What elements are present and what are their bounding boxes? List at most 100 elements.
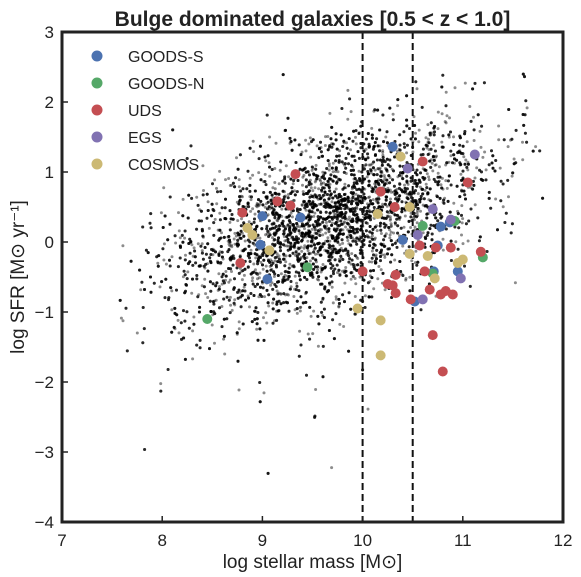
background-galaxy-point [275,300,279,304]
background-galaxy-point [192,322,196,326]
background-galaxy-point [316,208,320,212]
background-galaxy-point [335,215,339,219]
background-galaxy-point [338,249,342,253]
background-galaxy-point [461,242,465,246]
background-galaxy-point [290,215,294,219]
background-galaxy-point [453,86,457,90]
background-galaxy-point [236,290,240,294]
background-galaxy-point [257,171,261,175]
background-galaxy-point [257,157,261,161]
background-galaxy-point [487,196,491,200]
background-galaxy-point [436,183,440,187]
background-galaxy-point [405,196,409,200]
background-galaxy-point [523,131,527,135]
background-galaxy-point [240,249,244,253]
background-galaxy-point [304,300,308,304]
background-galaxy-point [452,201,456,205]
background-galaxy-point [286,270,290,274]
background-galaxy-point [396,104,400,108]
background-galaxy-point [497,124,501,128]
background-galaxy-point [432,154,435,158]
background-galaxy-point [335,204,339,208]
background-galaxy-point [319,216,323,220]
background-galaxy-point [436,219,440,223]
background-galaxy-point [309,202,313,206]
background-galaxy-point [294,241,297,245]
background-galaxy-point [288,136,292,140]
background-galaxy-point [235,331,239,335]
background-galaxy-point [413,181,416,185]
background-galaxy-point [388,236,392,240]
background-galaxy-point [258,202,262,206]
background-galaxy-point [326,148,330,152]
background-galaxy-point [277,182,281,186]
background-galaxy-point [353,267,357,271]
background-galaxy-point [242,248,246,252]
background-galaxy-point [359,195,363,198]
background-galaxy-point [525,106,529,110]
background-galaxy-point [275,230,279,233]
background-galaxy-point [208,347,211,351]
background-galaxy-point [207,226,211,230]
background-galaxy-point [300,224,304,228]
background-galaxy-point [388,233,392,237]
background-galaxy-point [248,183,252,187]
background-galaxy-point [206,262,209,266]
background-galaxy-point [278,168,282,172]
background-galaxy-point [423,204,427,208]
background-galaxy-point [256,282,259,286]
background-galaxy-point [262,316,265,320]
background-galaxy-point [208,280,212,284]
background-galaxy-point [372,173,376,177]
background-galaxy-point [249,272,253,276]
background-galaxy-point [356,182,359,186]
background-galaxy-point [389,217,392,221]
background-galaxy-point [315,222,319,226]
background-galaxy-point [408,193,412,197]
background-galaxy-point [337,251,341,254]
background-galaxy-point [286,116,290,120]
background-galaxy-point [367,216,371,219]
background-galaxy-point [296,258,300,262]
background-galaxy-point [454,240,458,244]
background-galaxy-point [239,194,243,198]
background-galaxy-point [284,293,287,297]
background-galaxy-point [369,218,372,222]
background-galaxy-point [301,183,304,187]
background-galaxy-point [248,176,252,180]
background-galaxy-point [409,137,413,141]
background-galaxy-point [237,233,241,237]
background-galaxy-point [185,283,188,287]
background-galaxy-point [384,198,388,202]
background-galaxy-point [205,192,209,196]
background-galaxy-point [309,202,313,206]
background-galaxy-point [230,257,234,261]
background-galaxy-point [390,210,394,214]
background-galaxy-point [375,179,379,183]
background-galaxy-point [448,210,452,214]
background-galaxy-point [375,224,379,228]
background-galaxy-point [375,248,379,252]
background-galaxy-point [170,330,174,334]
background-galaxy-point [302,254,306,258]
background-galaxy-point [289,245,292,249]
background-galaxy-point [219,245,223,248]
background-galaxy-point [275,318,279,322]
background-galaxy-point [413,225,417,229]
background-galaxy-point [397,197,401,201]
background-galaxy-point [268,264,272,268]
background-galaxy-point [314,227,317,231]
background-galaxy-point [281,73,285,77]
background-galaxy-point [228,257,232,261]
background-galaxy-point [124,306,128,310]
background-galaxy-point [401,171,405,175]
background-galaxy-point [353,277,357,280]
background-galaxy-point [230,245,234,249]
background-galaxy-point [308,216,312,220]
background-galaxy-point [333,201,337,205]
background-galaxy-point [345,141,348,145]
background-galaxy-point [272,221,276,225]
background-galaxy-point [427,141,431,145]
background-galaxy-point [323,285,327,289]
